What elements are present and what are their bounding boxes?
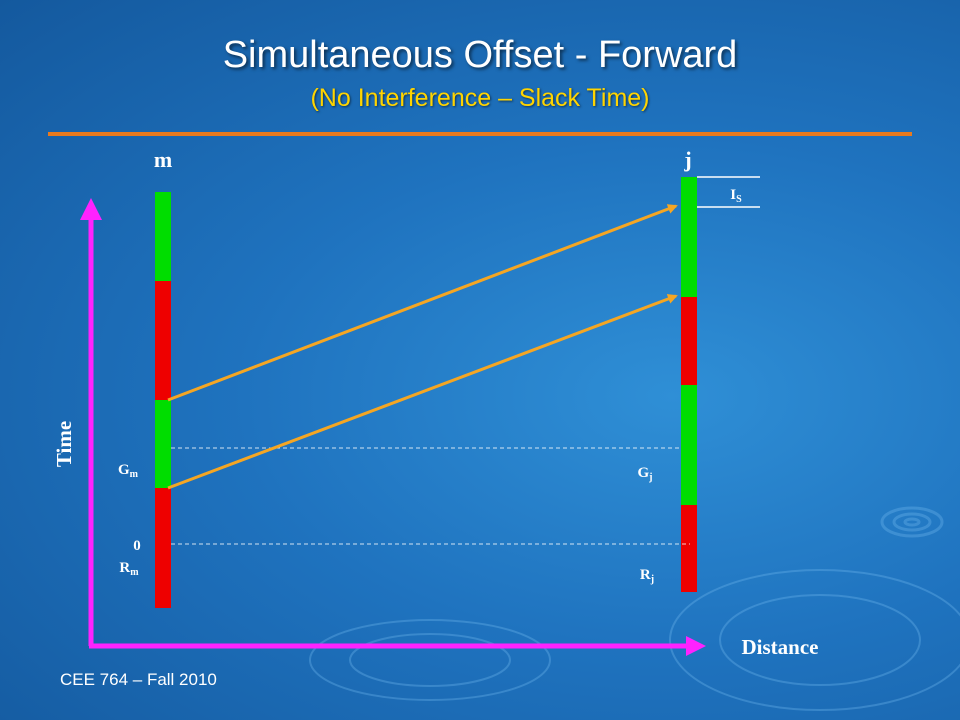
red-start-j-label: Rj: [640, 567, 654, 585]
intersection-j-label: j: [683, 147, 691, 172]
title-divider: [48, 132, 912, 136]
ripple-decoration: [309, 506, 960, 711]
signal-j-green-2: [681, 385, 697, 505]
intersection-m-label: m: [154, 147, 172, 172]
green-start-j-label: Gj: [637, 465, 652, 483]
signal-m-red-1: [155, 281, 171, 400]
distance-axis-arrowhead: [686, 636, 706, 656]
time-zero-label: 0: [133, 538, 141, 554]
slide-subtitle: (No Interference – Slack Time): [310, 84, 650, 112]
trajectory-arrow-upper: [167, 204, 678, 402]
distance-axis-label: Distance: [742, 635, 819, 659]
red-start-m-label: Rm: [119, 560, 139, 578]
slack-time-label: IS: [730, 187, 742, 205]
signal-j-green-1: [681, 177, 697, 297]
signal-m-green-2: [155, 400, 171, 488]
signal-m-red-2: [155, 488, 171, 608]
signal-m-green-1: [155, 192, 171, 281]
green-start-m-label: Gm: [118, 462, 139, 480]
signal-bar-j: [681, 177, 697, 592]
trajectory-arrow-lower: [167, 294, 678, 490]
footer-course-label: CEE 764 – Fall 2010: [60, 670, 217, 689]
signal-j-red-1: [681, 297, 697, 385]
signal-j-red-2: [681, 505, 697, 592]
time-axis-arrowhead: [80, 198, 102, 220]
signal-bar-m: [155, 192, 171, 608]
time-axis-label: Time: [52, 421, 76, 467]
slide-title: Simultaneous Offset - Forward: [222, 34, 738, 76]
